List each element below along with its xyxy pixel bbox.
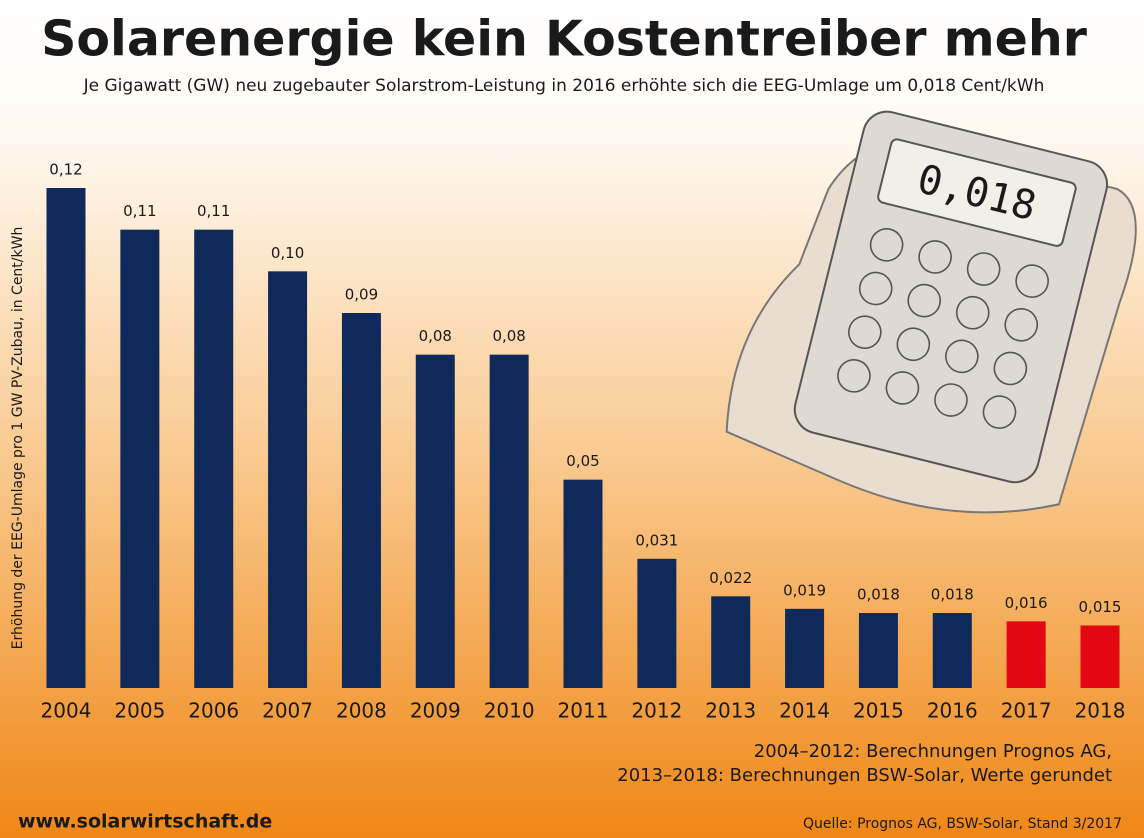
- x-tick-label: 2015: [853, 699, 904, 723]
- x-tick-label: 2004: [41, 699, 92, 723]
- value-label: 0,08: [419, 327, 452, 345]
- bar: [46, 188, 86, 688]
- value-label: 0,11: [123, 202, 156, 220]
- x-tick-label: 2011: [558, 699, 609, 723]
- x-tick-label: 2005: [114, 699, 165, 723]
- value-label: 0,05: [566, 452, 599, 470]
- value-label: 0,10: [271, 244, 304, 262]
- bar: [120, 229, 160, 688]
- note: 2013–2018: Berechnungen BSW-Solar, Werte…: [617, 765, 1112, 786]
- value-label: 0,022: [709, 569, 752, 587]
- x-tick-label: 2008: [336, 699, 387, 723]
- x-tick-label: 2009: [410, 699, 461, 723]
- bar: [268, 271, 308, 688]
- x-tick-label: 2010: [484, 699, 535, 723]
- bar: [194, 229, 234, 688]
- value-label: 0,12: [49, 161, 82, 179]
- bar: [785, 608, 825, 688]
- value-label: 0,08: [492, 327, 525, 345]
- value-label: 0,019: [783, 581, 826, 599]
- chart-title: Solarenergie kein Kostentreiber mehr: [41, 11, 1088, 68]
- source: Quelle: Prognos AG, BSW-Solar, Stand 3/2…: [803, 816, 1122, 832]
- bar: [1080, 625, 1120, 688]
- value-label: 0,015: [1079, 598, 1122, 616]
- x-tick-label: 2017: [1001, 699, 1052, 723]
- value-label: 0,09: [345, 286, 378, 304]
- x-tick-label: 2014: [779, 699, 830, 723]
- x-tick-label: 2006: [188, 699, 239, 723]
- website: www.solarwirtschaft.de: [18, 811, 272, 833]
- x-tick-label: 2016: [927, 699, 978, 723]
- calculator-illustration: 0,018: [725, 110, 1137, 514]
- chart-subtitle: Je Gigawatt (GW) neu zugebauter Solarstr…: [83, 76, 1045, 96]
- x-tick-label: 2013: [705, 699, 756, 723]
- value-label: 0,018: [931, 586, 974, 604]
- value-label: 0,11: [197, 202, 230, 220]
- bar: [932, 613, 972, 688]
- note: 2004–2012: Berechnungen Prognos AG,: [754, 741, 1112, 762]
- value-label: 0,016: [1005, 594, 1048, 612]
- x-tick-label: 2007: [262, 699, 313, 723]
- bar: [711, 596, 751, 688]
- bar: [637, 558, 677, 688]
- bar: [415, 354, 455, 688]
- x-tick-label: 2018: [1075, 699, 1126, 723]
- y-axis-label: Erhöhung der EEG-Umlage pro 1 GW PV-Zuba…: [10, 227, 26, 650]
- bar: [341, 313, 381, 688]
- bar: [1006, 621, 1046, 688]
- x-tick-label: 2012: [631, 699, 682, 723]
- bar: [489, 354, 529, 688]
- bar: [858, 613, 898, 688]
- value-label: 0,031: [635, 531, 678, 549]
- bar: [563, 479, 603, 688]
- value-label: 0,018: [857, 586, 900, 604]
